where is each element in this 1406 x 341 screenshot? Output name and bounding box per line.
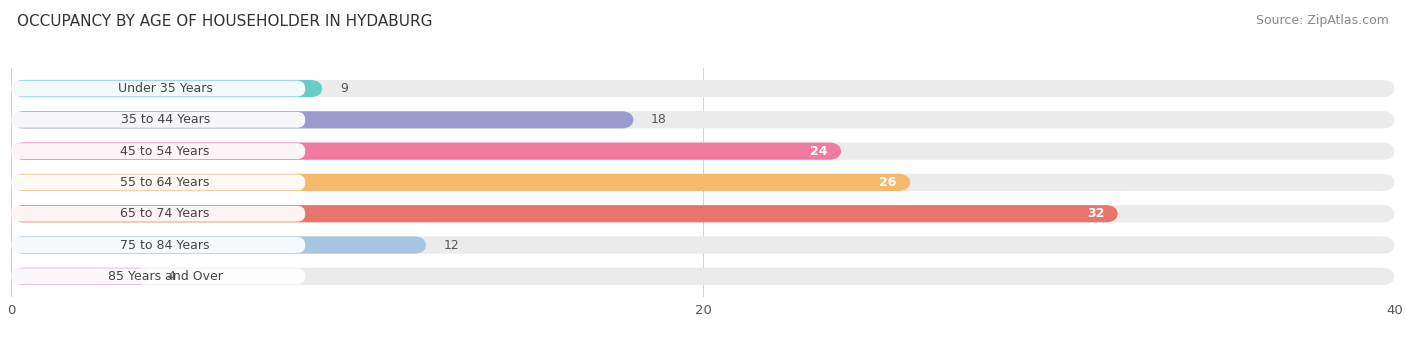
FancyBboxPatch shape xyxy=(11,175,305,190)
FancyBboxPatch shape xyxy=(11,111,1395,129)
Text: 85 Years and Over: 85 Years and Over xyxy=(108,270,222,283)
FancyBboxPatch shape xyxy=(11,112,305,128)
Text: 9: 9 xyxy=(340,82,347,95)
FancyBboxPatch shape xyxy=(11,80,322,97)
Text: 26: 26 xyxy=(879,176,897,189)
FancyBboxPatch shape xyxy=(11,236,426,254)
Text: 18: 18 xyxy=(651,113,666,126)
FancyBboxPatch shape xyxy=(11,80,305,97)
Text: Under 35 Years: Under 35 Years xyxy=(118,82,212,95)
FancyBboxPatch shape xyxy=(11,205,1395,222)
Text: 12: 12 xyxy=(444,239,460,252)
FancyBboxPatch shape xyxy=(11,143,841,160)
Text: 35 to 44 Years: 35 to 44 Years xyxy=(121,113,209,126)
FancyBboxPatch shape xyxy=(11,268,149,285)
Text: 4: 4 xyxy=(167,270,174,283)
FancyBboxPatch shape xyxy=(11,174,911,191)
FancyBboxPatch shape xyxy=(11,206,305,222)
Text: Source: ZipAtlas.com: Source: ZipAtlas.com xyxy=(1256,14,1389,27)
FancyBboxPatch shape xyxy=(11,236,1395,254)
Text: OCCUPANCY BY AGE OF HOUSEHOLDER IN HYDABURG: OCCUPANCY BY AGE OF HOUSEHOLDER IN HYDAB… xyxy=(17,14,433,29)
Text: 32: 32 xyxy=(1087,207,1104,220)
FancyBboxPatch shape xyxy=(11,80,1395,97)
Text: 45 to 54 Years: 45 to 54 Years xyxy=(121,145,209,158)
FancyBboxPatch shape xyxy=(11,111,634,129)
Text: 24: 24 xyxy=(810,145,828,158)
FancyBboxPatch shape xyxy=(11,268,305,284)
FancyBboxPatch shape xyxy=(11,205,1118,222)
Text: 55 to 64 Years: 55 to 64 Years xyxy=(121,176,209,189)
FancyBboxPatch shape xyxy=(11,237,305,253)
FancyBboxPatch shape xyxy=(11,174,1395,191)
FancyBboxPatch shape xyxy=(11,268,1395,285)
FancyBboxPatch shape xyxy=(11,143,1395,160)
Text: 65 to 74 Years: 65 to 74 Years xyxy=(121,207,209,220)
FancyBboxPatch shape xyxy=(11,143,305,159)
Text: 75 to 84 Years: 75 to 84 Years xyxy=(121,239,209,252)
